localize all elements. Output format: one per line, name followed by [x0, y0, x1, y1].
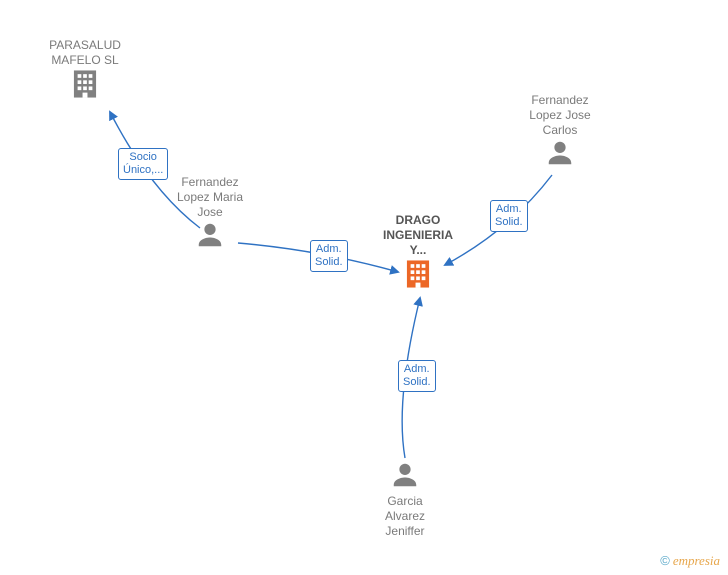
node-label: PARASALUD MAFELO SL: [40, 38, 130, 68]
node-label: Garcia Alvarez Jeniffer: [360, 494, 450, 539]
edge-label-gaj-drago: Adm. Solid.: [398, 360, 436, 392]
building-icon: [40, 68, 130, 104]
diagram-canvas: { "canvas": {"width": 728, "height": 575…: [0, 0, 728, 575]
node-label: Fernandez Lopez Jose Carlos: [515, 93, 605, 138]
node-flmj[interactable]: Fernandez Lopez Maria Jose: [165, 175, 255, 254]
node-label: Fernandez Lopez Maria Jose: [165, 175, 255, 220]
building-icon: [373, 258, 463, 294]
copyright-glyph: ©: [660, 553, 670, 568]
node-fljc[interactable]: Fernandez Lopez Jose Carlos: [515, 93, 605, 172]
node-gaj[interactable]: Garcia Alvarez Jeniffer: [360, 460, 450, 539]
edge-label-fljc-drago: Adm. Solid.: [490, 200, 528, 232]
edge-label-flmj-drago: Adm. Solid.: [310, 240, 348, 272]
node-label: DRAGO INGENIERIA Y...: [373, 213, 463, 258]
node-drago[interactable]: DRAGO INGENIERIA Y...: [373, 213, 463, 294]
person-icon: [515, 138, 605, 172]
person-icon: [165, 220, 255, 254]
node-parasalud[interactable]: PARASALUD MAFELO SL: [40, 38, 130, 104]
watermark: ©empresia: [660, 553, 720, 569]
edge-label-flmj-parasalud: Socio Único,...: [118, 148, 168, 180]
watermark-text: mpresia: [679, 553, 720, 568]
person-icon: [360, 460, 450, 494]
